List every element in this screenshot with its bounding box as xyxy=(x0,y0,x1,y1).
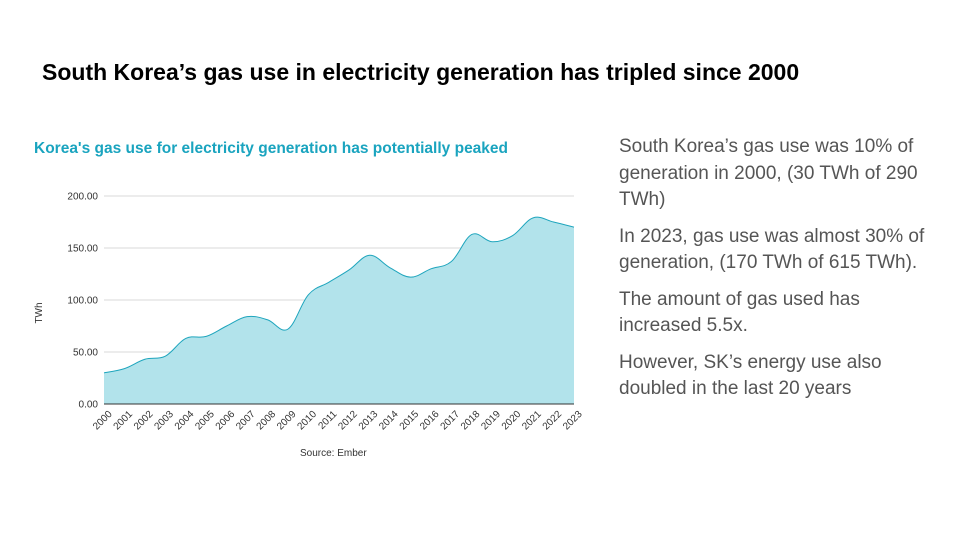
notes-list: South Korea’s gas use was 10% of generat… xyxy=(619,134,939,413)
x-tick-label: 2000 xyxy=(91,409,115,433)
gas-use-area-chart: 0.00 50.00 100.00 150.00 200.00 200020012002… xyxy=(34,192,585,433)
y-tick-label: 100.00 xyxy=(67,296,98,307)
gas-area-line xyxy=(103,216,575,374)
x-tick-label: 2016 xyxy=(418,409,442,433)
x-tick-label: 2005 xyxy=(193,409,217,433)
gas-area-fill xyxy=(104,217,574,404)
x-tick-label: 2020 xyxy=(500,409,524,433)
x-tick-label: 2018 xyxy=(459,409,483,433)
y-tick-label: 50.00 xyxy=(73,348,98,359)
slide-title: South Korea’s gas use in electricity gen… xyxy=(42,59,800,85)
y-tick-labels: 0.00 50.00 100.00 150.00 200.00 xyxy=(67,192,98,411)
chart-title: Korea's gas use for electricity generati… xyxy=(34,140,509,157)
x-tick-label: 2023 xyxy=(561,409,585,433)
x-tick-label: 2008 xyxy=(255,409,279,433)
x-tick-labels: 2000200120022003200420052006200720082009… xyxy=(91,409,585,433)
x-tick-label: 2013 xyxy=(357,409,381,433)
x-tick-label: 2007 xyxy=(234,409,258,433)
x-tick-label: 2003 xyxy=(152,409,176,433)
x-tick-label: 2019 xyxy=(479,409,503,433)
x-tick-label: 2021 xyxy=(520,409,544,433)
note-item: However, SK’s energy use also doubled in… xyxy=(619,351,882,400)
y-tick-label: 150.00 xyxy=(67,244,98,255)
y-axis-label: TWh xyxy=(34,302,45,323)
note-item: South Korea’s gas use was 10% of generat… xyxy=(619,136,918,210)
chart-source: Source: Ember xyxy=(300,448,367,459)
x-tick-label: 2022 xyxy=(541,409,565,433)
x-tick-label: 2012 xyxy=(336,409,360,433)
x-tick-label: 2001 xyxy=(112,409,136,433)
x-tick-label: 2011 xyxy=(316,409,339,432)
x-tick-label: 2014 xyxy=(377,409,401,433)
note-item: The amount of gas used has increased 5.5… xyxy=(619,288,860,337)
note-item: In 2023, gas use was almost 30% of gener… xyxy=(619,225,925,274)
x-tick-label: 2004 xyxy=(173,409,197,433)
x-tick-label: 2017 xyxy=(439,409,463,433)
x-tick-label: 2010 xyxy=(295,409,319,433)
x-tick-label: 2006 xyxy=(214,409,238,433)
x-tick-label: 2009 xyxy=(275,409,299,433)
x-tick-label: 2015 xyxy=(398,409,422,433)
y-tick-label: 0.00 xyxy=(79,400,99,411)
y-tick-label: 200.00 xyxy=(67,192,98,203)
x-tick-label: 2002 xyxy=(132,409,156,433)
